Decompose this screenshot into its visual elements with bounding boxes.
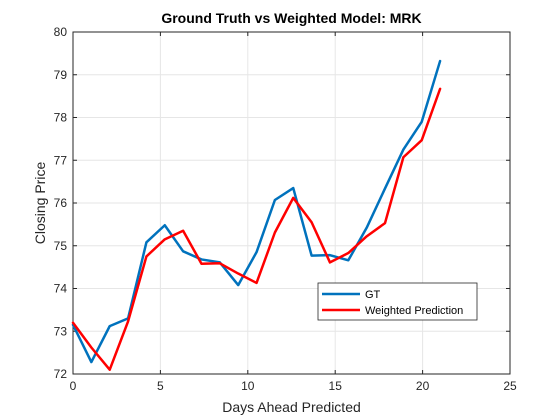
y-tick-label: 74	[54, 282, 68, 296]
x-tick-label: 10	[241, 379, 255, 393]
series-lines	[71, 59, 442, 371]
y-tick-label: 80	[54, 25, 68, 39]
legend-label-weighted-prediction: Weighted Prediction	[365, 305, 463, 317]
axis-ticks: 0 5 10 15 20 25 72 73 74 75 76 77 78 79 80	[54, 25, 517, 393]
x-tick-label: 5	[157, 379, 164, 393]
chart-title: Ground Truth vs Weighted Model: MRK	[161, 10, 421, 26]
y-tick-label: 78	[54, 111, 68, 125]
x-tick-label: 25	[503, 379, 517, 393]
y-tick-label: 79	[54, 68, 68, 82]
y-tick-label: 73	[54, 324, 68, 338]
x-tick-label: 15	[329, 379, 343, 393]
y-tick-label: 76	[54, 196, 68, 210]
x-tick-label: 0	[70, 379, 77, 393]
y-axis-label: Closing Price	[32, 162, 48, 245]
legend-label-gt: GT	[365, 289, 381, 301]
legend-box	[317, 282, 478, 321]
x-tick-label: 20	[416, 379, 430, 393]
y-tick-label: 75	[54, 239, 68, 253]
y-tick-label: 72	[54, 367, 68, 381]
y-tick-label: 77	[54, 153, 68, 167]
x-axis-label: Days Ahead Predicted	[222, 399, 361, 415]
legend: GT Weighted Prediction	[317, 282, 478, 321]
